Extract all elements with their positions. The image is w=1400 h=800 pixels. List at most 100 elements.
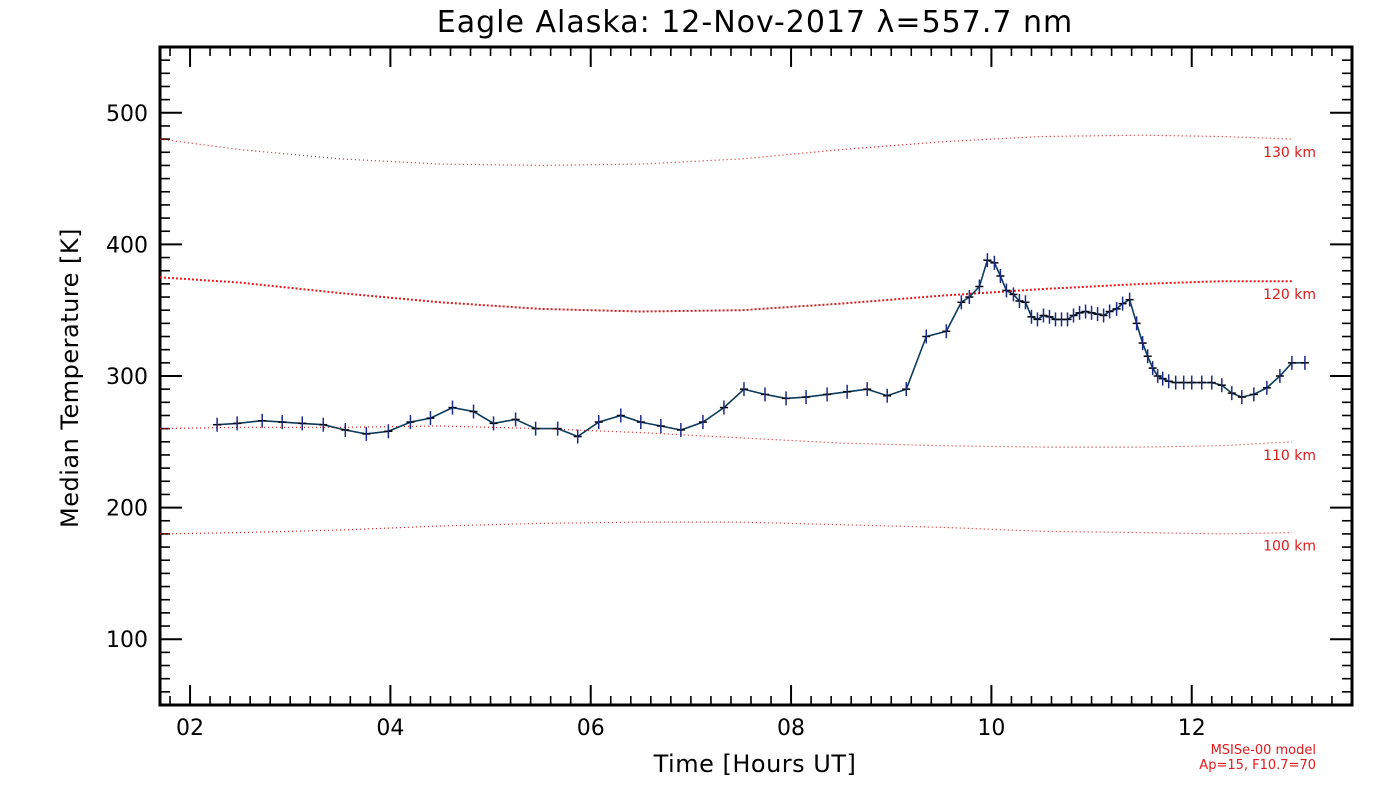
data-point <box>739 382 748 397</box>
data-point <box>1237 390 1246 405</box>
x-tick-label: 10 <box>977 716 1005 741</box>
data-point <box>656 419 665 434</box>
data-point <box>594 415 603 430</box>
data-point <box>1171 375 1180 390</box>
data-point <box>922 329 931 344</box>
data-point <box>1015 293 1024 308</box>
data-point <box>1125 292 1134 307</box>
data-point <box>823 387 832 402</box>
model-curve-label: 120 km <box>1263 287 1316 303</box>
x-tick-label: 04 <box>376 716 404 741</box>
model-curve-130-km <box>159 134 1292 167</box>
data-point <box>213 417 222 432</box>
data-point <box>1009 287 1018 302</box>
model-note-line-1: MSISe-00 model <box>1211 743 1316 758</box>
x-tick-label: 06 <box>577 716 605 741</box>
data-point <box>233 416 242 431</box>
data-point <box>1069 308 1078 323</box>
y-tick-label: 500 <box>106 102 148 127</box>
data-point <box>1197 375 1206 390</box>
data-point <box>1045 309 1054 324</box>
data-point <box>448 400 457 415</box>
data-point <box>957 295 966 310</box>
data-point <box>1075 305 1084 320</box>
data-point <box>278 415 287 430</box>
model-curve-120-km <box>159 276 1292 313</box>
data-point <box>676 422 685 437</box>
data-point <box>1132 316 1141 331</box>
data-point <box>990 255 999 270</box>
data-point <box>469 404 478 419</box>
data-point <box>965 290 974 305</box>
data-point <box>1021 295 1030 310</box>
data-point <box>883 388 892 403</box>
data-point <box>616 408 625 423</box>
data-point <box>406 415 415 430</box>
data-point <box>1033 312 1042 327</box>
data-point <box>426 411 435 426</box>
data-point <box>1118 296 1127 311</box>
data-point <box>341 422 350 437</box>
data-series <box>213 253 1309 444</box>
plot-frame <box>158 45 1354 707</box>
data-point <box>1227 386 1236 401</box>
data-point <box>996 268 1005 283</box>
data-point <box>1217 378 1226 393</box>
data-point <box>975 279 984 294</box>
data-point <box>319 417 328 432</box>
series-line <box>217 259 1305 438</box>
plot-axes: 02 04 06 08 10 12 100 200 300 400 500 <box>106 45 1354 741</box>
data-point <box>761 387 770 402</box>
data-point <box>258 413 267 428</box>
model-curve-110-km <box>159 425 1292 448</box>
data-point <box>1187 375 1196 390</box>
data-point <box>573 429 582 444</box>
data-point <box>1300 355 1309 370</box>
data-point <box>1002 283 1011 298</box>
data-point <box>1249 387 1258 402</box>
data-point <box>1039 308 1048 323</box>
y-tick-label: 200 <box>106 497 148 522</box>
data-point <box>1027 309 1036 324</box>
data-point <box>902 382 911 397</box>
x-tick-label: 12 <box>1178 716 1206 741</box>
data-point <box>1179 375 1188 390</box>
data-point <box>1262 380 1271 395</box>
data-point <box>983 253 992 268</box>
y-tick-label: 300 <box>106 365 148 390</box>
data-point <box>489 416 498 431</box>
data-point <box>1207 375 1216 390</box>
data-point <box>636 415 645 430</box>
data-point <box>1112 301 1121 316</box>
data-point <box>782 391 791 406</box>
data-point <box>698 415 707 430</box>
data-point <box>1093 307 1102 322</box>
data-point <box>1063 312 1072 327</box>
data-point <box>384 424 393 439</box>
data-point <box>1275 369 1284 383</box>
data-point <box>1099 308 1108 323</box>
y-tick-label: 100 <box>106 628 148 653</box>
model-curves: 130 km 120 km 110 km 100 km <box>159 134 1316 555</box>
x-axis-label: Time [Hours UT] <box>653 750 857 778</box>
data-point <box>1148 361 1157 376</box>
data-point <box>1153 369 1162 383</box>
model-curve-label: 100 km <box>1263 539 1316 555</box>
data-point <box>553 421 562 436</box>
data-point <box>1164 374 1173 389</box>
chart-title: Eagle Alaska: 12-Nov-2017 λ=557.7 nm <box>437 5 1073 40</box>
data-point <box>1143 349 1152 364</box>
data-point <box>843 384 852 399</box>
data-point <box>362 426 371 441</box>
x-tick-label: 02 <box>176 716 204 741</box>
data-point <box>802 390 811 405</box>
model-curve-label: 130 km <box>1263 145 1316 161</box>
model-curve-label: 110 km <box>1263 448 1316 464</box>
model-note-line-2: Ap=15, F10.7=70 <box>1199 758 1316 773</box>
data-point <box>863 382 872 397</box>
data-point <box>1087 305 1096 320</box>
data-point <box>719 400 728 415</box>
y-axis-label: Median Temperature [K] <box>56 228 84 528</box>
data-point <box>1081 304 1090 319</box>
